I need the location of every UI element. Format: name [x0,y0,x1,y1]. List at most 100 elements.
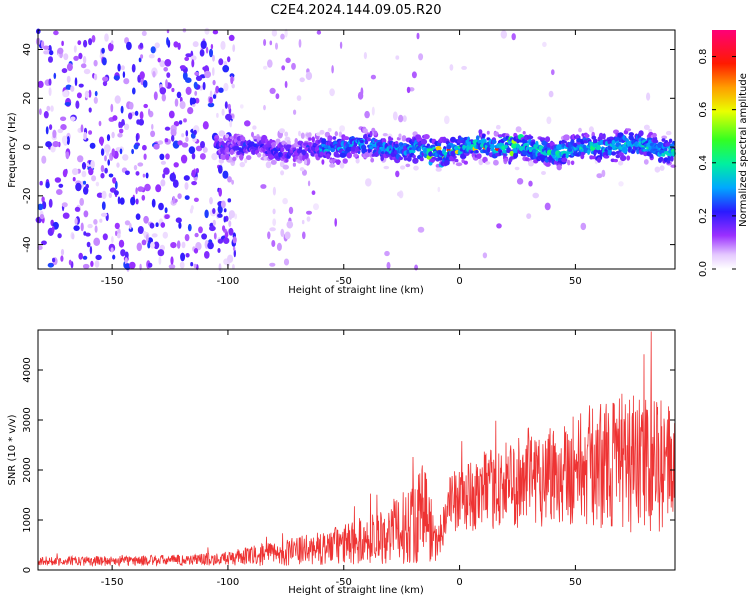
spectrogram-cell [567,159,571,166]
spectrogram-cell [485,161,491,165]
spectrogram-cell [81,170,87,178]
spectrogram-cell [136,242,142,252]
spectrogram-cell [172,195,176,205]
spectrogram-cell [52,129,57,139]
spectrogram-cell [581,133,585,137]
spectrogram-cell [373,130,378,136]
spectrogram-cell [139,42,144,49]
spectrogram-cell [202,66,208,71]
spectrogram-cell [212,54,215,62]
spectrogram-cell [357,91,364,100]
spectrogram-cell [668,138,673,143]
spectrogram-cell [164,138,169,143]
spectrogram-cell [153,91,158,101]
spectrogram-cell [60,124,67,131]
spectrogram-cell [493,159,499,166]
spectrogram-cell [244,120,251,127]
spectrogram-cell [181,142,189,148]
spectrogram-cell [161,93,166,102]
spectrogram-cell [104,33,109,42]
spectrogram-cell [272,218,277,226]
spectrogram-cell [150,46,156,54]
spectrogram-cell [185,253,190,258]
spectrogram-cell [280,170,285,176]
spectrogram-cell [411,71,417,79]
spectrogram-cell [223,237,230,244]
spectrogram-cell [90,260,94,267]
spectrogram-cell [192,137,197,143]
colorbar-tick-label: 0.6 [698,102,709,118]
spectrogram-cell [369,130,373,137]
spectrogram-cell [194,71,200,76]
spectrogram-cell [157,140,164,145]
spectrogram-cell [628,146,632,151]
spectrogram-cell [130,196,136,206]
spectrogram-cell [491,139,497,144]
spectrogram-cell [179,261,185,269]
spectrogram-cell [176,240,181,249]
spectrogram-cell [260,184,267,189]
spectrogram-cell [77,155,84,163]
spectrogram-cell [111,148,116,157]
spectrogram-cell [611,151,617,156]
snr-marks [37,331,676,568]
spectrogram-cell [131,148,135,155]
spectrogram-cell [114,95,121,104]
spectrogram-cell [147,241,151,249]
spectrogram-cell [299,154,303,161]
spectrogram-cell [454,158,459,163]
spectrogram-cell [89,246,93,255]
spectrogram-cell [239,154,243,160]
spectrogram-cell [124,123,130,130]
spectrogram-cell [141,30,147,36]
spectrogram-cell [159,87,167,95]
spectrogram-cell [148,54,155,59]
spectrogram-cell [450,150,456,157]
spectrogram-cell [539,137,546,141]
spectrogram-cell [285,158,289,163]
spectrogram-cell [565,152,569,159]
spectrogram-cell [398,114,404,123]
spectrogram-cell [201,233,208,240]
spectrogram-cell [545,136,551,143]
spectrogram-cell [133,164,138,171]
spectrogram-cell [403,156,408,161]
spectrogram-cell [556,164,562,171]
spectrogram-cell [119,197,125,205]
spectrogram-cell [541,171,546,175]
spectrogram-cell [350,146,357,152]
spectrogram-cell [62,90,69,98]
spectrogram-cell [200,40,207,49]
spectrogram-cell [213,232,217,240]
spectrogram-cell [191,59,195,68]
spectrogram-cell [631,150,635,154]
spectrogram-marks [35,27,677,272]
spectrogram-cell [580,222,587,231]
spectrogram-cell [220,154,227,161]
spectrogram-cell [521,149,528,156]
spectrogram-cell [220,40,226,50]
spectrogram-cell [364,110,370,119]
colorbar-tick-label: 0.0 [698,261,709,277]
spectrogram-cell [193,197,199,202]
spectrogram-cell [78,83,84,88]
spectrogram-cell [228,220,232,227]
spectrogram-cell [643,124,650,130]
spectrogram-cell [217,238,224,244]
spectrogram-cell [284,131,289,137]
spectrogram-cell [296,95,302,101]
spectrogram-cell [665,130,672,136]
spectrogram-cell [117,196,121,205]
spectrogram-cell [131,63,136,73]
spectrogram-cell [649,153,654,159]
spectrogram-cell [138,57,142,63]
spectrogram-cell [82,180,87,185]
spectrogram-cell [218,158,224,164]
spectrogram-cell [66,136,70,145]
spectrogram-cell [185,136,189,142]
spectrogram-cell [202,147,208,153]
spectrogram-cell [145,172,149,179]
spectrogram-cell [190,55,197,61]
spectrogram-cell [102,76,109,82]
